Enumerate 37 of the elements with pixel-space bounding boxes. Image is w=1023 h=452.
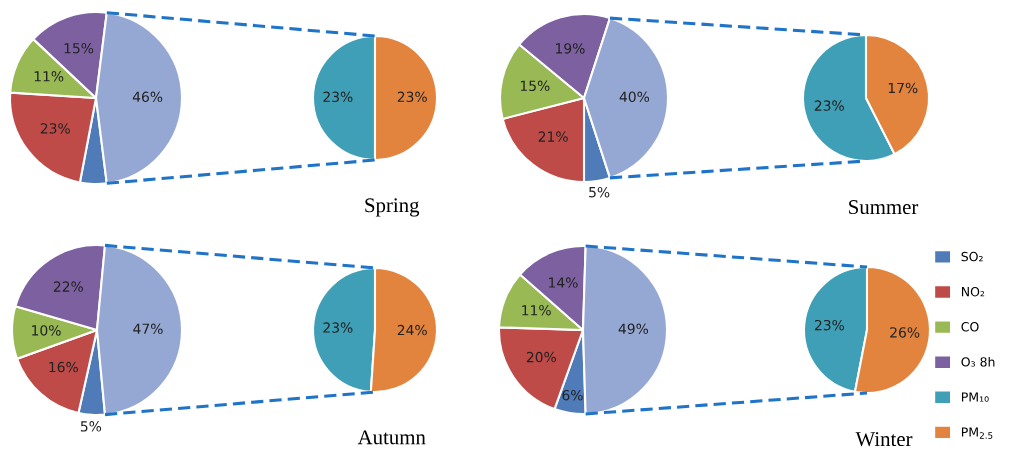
data-label: 23% [814, 100, 844, 111]
data-label: 26% [890, 327, 920, 338]
data-label: 15% [520, 80, 550, 92]
data-label: 23% [40, 123, 70, 134]
data-label: 16% [49, 361, 78, 373]
text: Winter [855, 432, 913, 447]
legend-label: CO [961, 322, 979, 332]
data-label: 23% [323, 91, 353, 103]
data-label: 21% [538, 131, 568, 142]
data-label: 23% [814, 319, 845, 331]
legend-label: NO₂ [961, 286, 985, 297]
data-label: 17% [888, 82, 918, 94]
data-label: 23% [397, 91, 427, 103]
data-label: 5% [589, 186, 610, 198]
legend-label: O₃ 8h [961, 356, 995, 367]
data-label: 6% [562, 389, 583, 401]
data-label: 23% [323, 322, 353, 333]
data-label: 40% [619, 91, 650, 103]
data-label: 5% [80, 421, 102, 432]
data-label: 20% [526, 351, 556, 363]
legend-label: PM$_{2.5}$ [961, 427, 993, 439]
data-label: 11% [522, 304, 551, 316]
text: Summer [849, 200, 919, 215]
data-label: 10% [32, 325, 61, 336]
legend-label: PM₁₀ [961, 392, 989, 402]
data-label: 11% [34, 71, 64, 82]
text: Autumn [357, 430, 426, 445]
data-label: 14% [549, 277, 578, 288]
data-label: 49% [618, 323, 649, 335]
data-label: 47% [133, 323, 163, 335]
data-label: 15% [64, 42, 94, 54]
legend-label: SO₂ [961, 251, 983, 262]
data-label: 46% [132, 91, 163, 103]
data-label: 24% [397, 324, 427, 336]
text: Spring [365, 198, 420, 217]
data-label: 19% [556, 43, 585, 54]
data-label: 22% [53, 281, 83, 292]
